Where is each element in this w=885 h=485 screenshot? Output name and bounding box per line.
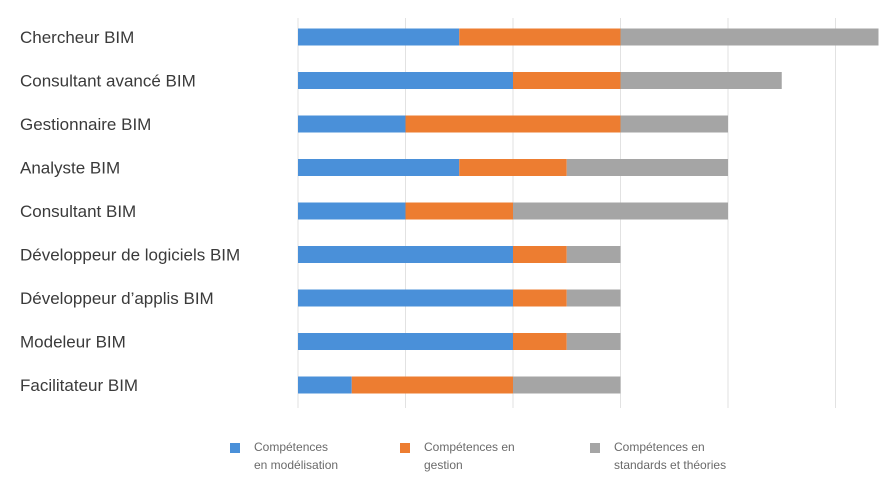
bar-segment-series-2 <box>513 246 567 263</box>
bar-segment-series-3 <box>513 202 728 220</box>
bar-segment-series-3 <box>620 72 782 89</box>
bar-segment-series-2 <box>405 202 513 220</box>
legend-swatch-gestion <box>400 443 410 453</box>
bar-segment-series-1 <box>298 115 406 133</box>
bar-segment-series-3 <box>566 159 728 176</box>
bar-segment-series-3 <box>566 289 621 307</box>
legend-item-standards: Compétences en standards et théories <box>590 438 726 474</box>
category-label: Consultant BIM <box>20 202 136 221</box>
category-label: Consultant avancé BIM <box>20 72 196 91</box>
bar-segment-series-1 <box>298 72 513 89</box>
legend-item-modelisation: Compétences en modélisation <box>230 438 338 474</box>
bar-segment-series-3 <box>566 333 621 350</box>
bar-segment-series-2 <box>513 333 567 350</box>
bar-segment-series-2 <box>459 159 567 176</box>
legend-item-gestion: Compétences en gestion <box>400 438 515 474</box>
bar-segment-series-1 <box>298 202 406 220</box>
category-label: Développeur d’applis BIM <box>20 289 214 308</box>
bar-segment-series-3 <box>513 376 621 394</box>
bar-segment-series-2 <box>459 28 621 46</box>
bar-segment-series-3 <box>620 115 728 133</box>
bars <box>298 28 879 394</box>
bar-segment-series-1 <box>298 28 460 46</box>
bar-segment-series-2 <box>405 115 621 133</box>
category-label: Analyste BIM <box>20 159 120 178</box>
legend: Compétences en modélisation Compétences … <box>230 438 850 478</box>
bar-segment-series-1 <box>298 159 460 176</box>
bar-segment-series-2 <box>351 376 513 394</box>
legend-label-modelisation: Compétences en modélisation <box>254 440 339 472</box>
category-label: Chercheur BIM <box>20 28 134 47</box>
bar-segment-series-3 <box>566 246 621 263</box>
bar-segment-series-2 <box>513 289 567 307</box>
category-labels: Chercheur BIM Consultant avancé BIM Gestio… <box>20 28 240 395</box>
bar-segment-series-3 <box>620 28 879 46</box>
category-label: Développeur de logiciels BIM <box>20 246 240 265</box>
bar-segment-series-1 <box>298 376 352 394</box>
category-label: Gestionnaire BIM <box>20 115 151 134</box>
category-label: Facilitateur BIM <box>20 376 138 395</box>
legend-label-gestion: Compétences en gestion <box>424 440 515 472</box>
bar-segment-series-2 <box>513 72 621 89</box>
legend-swatch-standards <box>590 443 600 453</box>
legend-label-standards: Compétences en standards et théories <box>614 440 727 472</box>
category-label: Modeleur BIM <box>20 333 126 352</box>
legend-swatch-modelisation <box>230 443 240 453</box>
bar-segment-series-1 <box>298 246 513 263</box>
bar-segment-series-1 <box>298 289 513 307</box>
bar-segment-series-1 <box>298 333 513 350</box>
